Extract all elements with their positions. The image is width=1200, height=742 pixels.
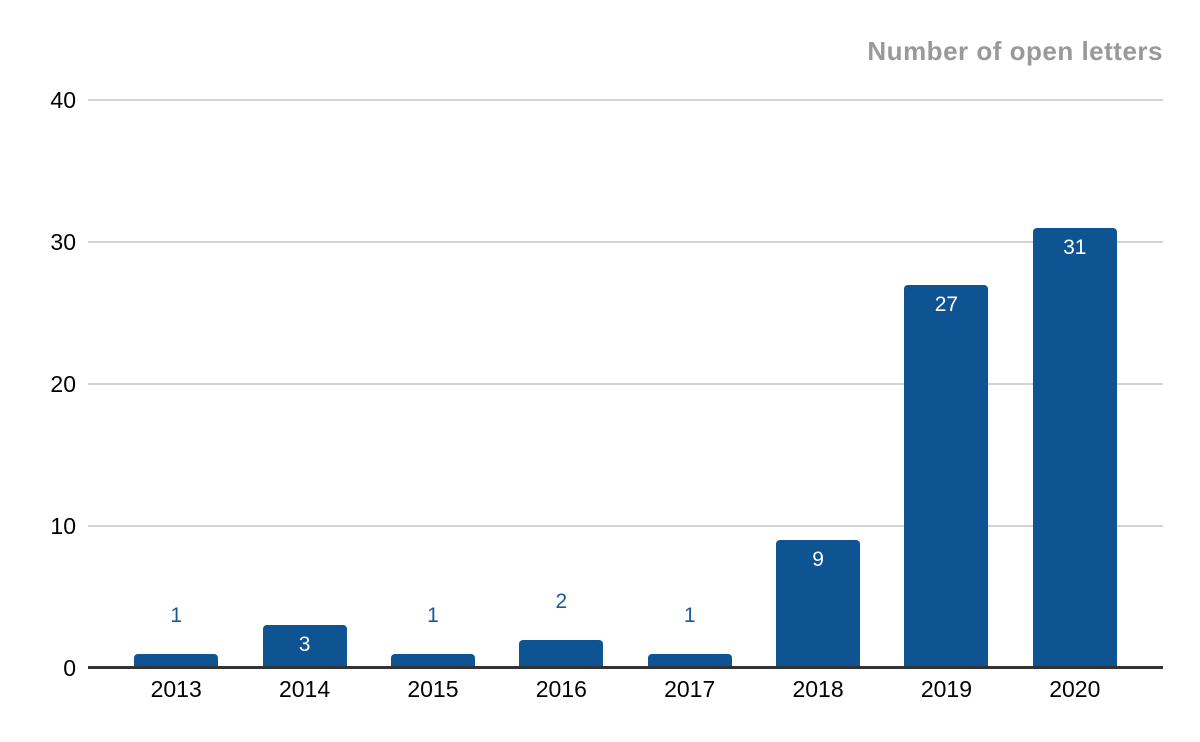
y-axis-tick-label: 10 (50, 513, 76, 539)
x-axis-tick-label: 2017 (664, 676, 716, 702)
bar-slot-2013: 1 (112, 100, 240, 668)
x-axis-tick-label: 2015 (407, 676, 459, 702)
y-axis-tick-label: 40 (50, 87, 76, 113)
chart-title: Number of open letters (867, 36, 1163, 66)
bar-value-label: 31 (1063, 235, 1087, 259)
bar-slot-2016: 2 (497, 100, 625, 668)
bar-2015 (390, 653, 475, 668)
bar-2016 (519, 639, 604, 668)
bar-slot-2020: 31 (1011, 100, 1139, 668)
gridline (88, 525, 1163, 527)
y-axis-tick-label: 0 (63, 655, 76, 681)
x-axis-labels: 2013 2014 2015 2016 2017 2018 2019 2020 (112, 676, 1139, 703)
x-axis-tick-label: 2020 (1049, 676, 1101, 702)
plot-area: 1 3 1 2 1 9 27 31 (88, 99, 1163, 669)
gridline (88, 241, 1163, 243)
x-axis-tick-label: 2018 (792, 676, 844, 702)
x-axis-tick-label: 2014 (278, 676, 331, 702)
bar-value-label: 2 (555, 589, 568, 613)
bar-slot-2017: 1 (626, 100, 754, 668)
bars: 1 3 1 2 1 9 27 31 (112, 100, 1139, 668)
bar-value-label: 1 (427, 603, 439, 627)
bar-value-label: 1 (683, 603, 696, 627)
x-axis-line (88, 666, 1163, 669)
bar-value-label: 1 (170, 603, 183, 627)
bar-slot-2018: 9 (754, 100, 882, 668)
bar-value-label: 3 (298, 633, 311, 657)
bar-slot-2019: 27 (882, 100, 1010, 668)
bar-2018: 9 (776, 540, 861, 668)
gridline (88, 383, 1163, 385)
y-axis-tick-label: 30 (50, 229, 76, 255)
bar-2013 (134, 653, 219, 668)
x-axis-tick-label: 2013 (150, 676, 202, 702)
bar-2020: 31 (1032, 227, 1117, 668)
gridline (88, 99, 1163, 101)
y-axis-tick-label: 20 (50, 371, 76, 397)
bar-value-label: 27 (934, 292, 959, 316)
bar-2017 (647, 653, 732, 668)
bar-2014: 3 (262, 625, 347, 668)
bar-2019: 27 (904, 284, 989, 668)
bar-value-label: 9 (812, 548, 824, 572)
bar-slot-2014: 3 (240, 100, 368, 668)
x-axis-tick-label: 2016 (535, 676, 587, 702)
bar-slot-2015: 1 (369, 100, 497, 668)
x-axis-tick-label: 2019 (920, 676, 973, 702)
